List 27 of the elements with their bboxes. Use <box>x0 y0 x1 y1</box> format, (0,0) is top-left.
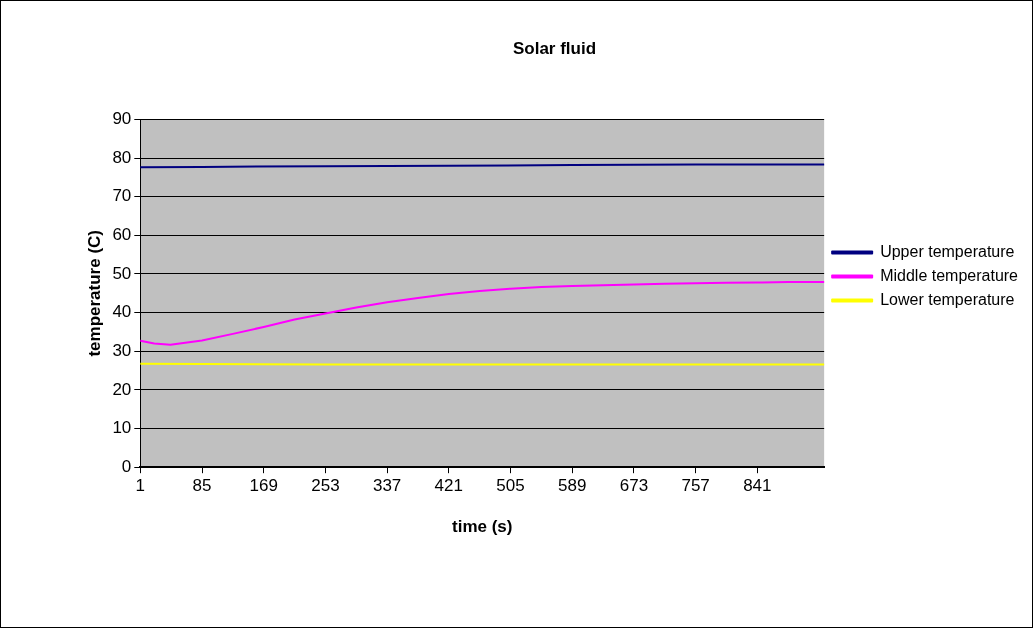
y-tick-label: 0 <box>121 456 132 476</box>
x-tick-label: 505 <box>496 476 525 496</box>
legend-label: Lower temperature <box>880 290 1015 308</box>
chart-title: Solar fluid <box>512 38 597 58</box>
x-axis-title: time (s) <box>452 517 513 537</box>
y-tick-label: 30 <box>112 340 132 360</box>
x-tick-label: 169 <box>249 476 278 496</box>
legend-label: Middle temperature <box>880 266 1019 284</box>
y-tick-label: 90 <box>112 109 132 129</box>
y-tick-label: 40 <box>112 302 132 322</box>
x-tick-label: 589 <box>558 476 587 496</box>
y-tick-label: 10 <box>112 418 132 438</box>
x-tick-label: 421 <box>434 476 463 496</box>
x-tick-label: 757 <box>681 476 710 496</box>
y-tick-label: 70 <box>112 186 132 206</box>
x-tick-label: 673 <box>619 476 649 496</box>
x-tick-label: 1 <box>135 476 146 496</box>
x-tick-label: 85 <box>192 476 212 496</box>
x-tick-label: 841 <box>743 476 772 496</box>
y-tick-label: 50 <box>112 263 132 283</box>
legend-label: Upper temperature <box>880 242 1015 260</box>
y-tick-label: 60 <box>112 225 132 245</box>
y-axis-title: temperature (C) <box>84 230 104 357</box>
y-tick-label: 80 <box>112 147 132 167</box>
x-tick-label: 253 <box>311 476 340 496</box>
x-tick-label: 337 <box>372 476 402 496</box>
y-tick-label: 20 <box>112 379 132 399</box>
